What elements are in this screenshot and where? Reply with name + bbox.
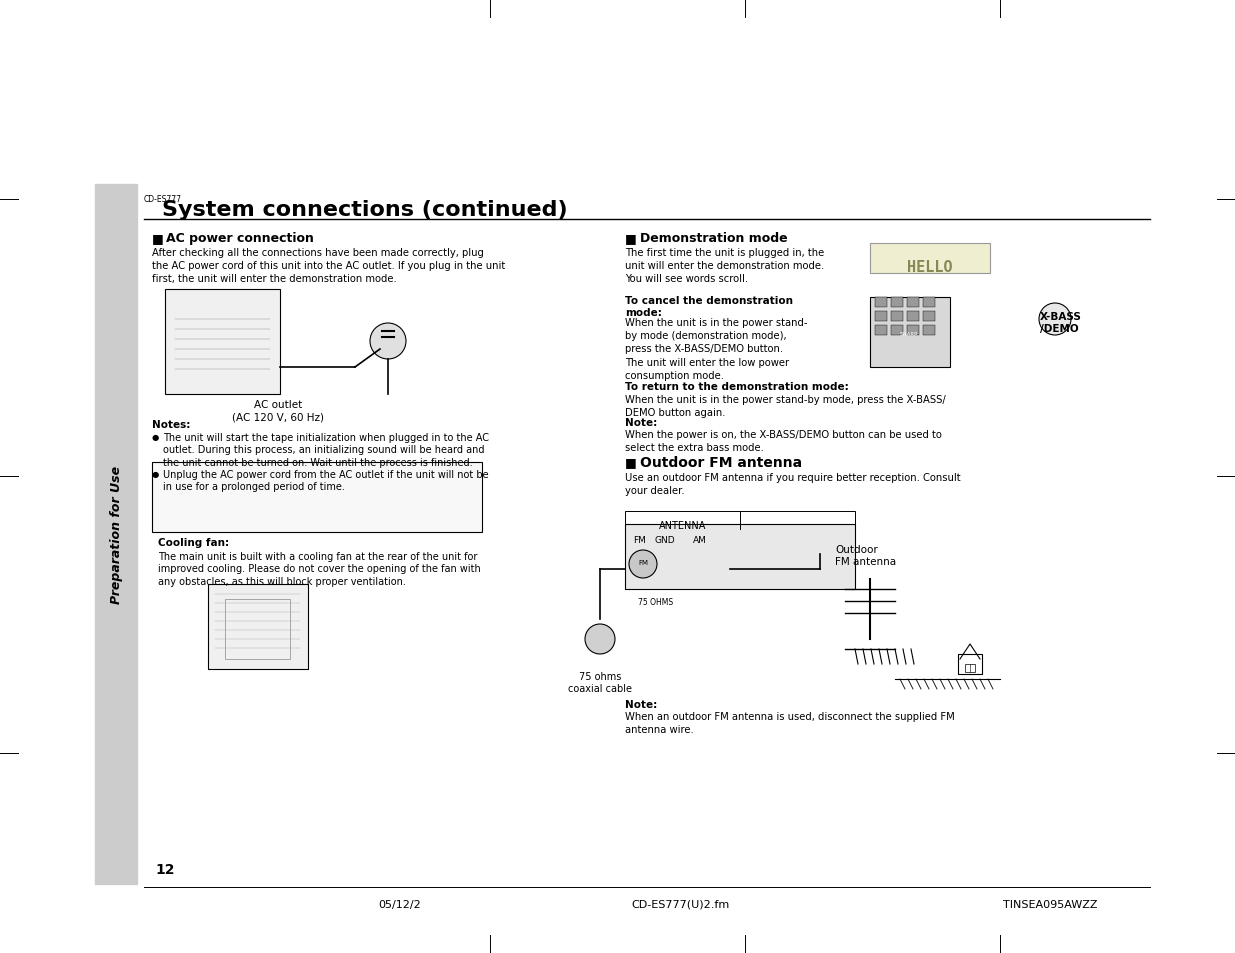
Bar xyxy=(906,312,919,322)
Bar xyxy=(923,326,935,335)
Text: AM: AM xyxy=(693,536,706,544)
Text: ●: ● xyxy=(152,470,159,478)
Bar xyxy=(923,312,935,322)
Text: Demonstration mode: Demonstration mode xyxy=(640,232,788,245)
Bar xyxy=(958,655,982,675)
Circle shape xyxy=(585,624,615,655)
Text: Use an outdoor FM antenna if you require better reception. Consult
your dealer.: Use an outdoor FM antenna if you require… xyxy=(625,473,961,496)
Text: Note:: Note: xyxy=(625,417,657,428)
Text: To cancel the demonstration
mode:: To cancel the demonstration mode: xyxy=(625,295,793,318)
Text: ●: ● xyxy=(152,433,159,441)
Text: System connections (continued): System connections (continued) xyxy=(162,200,568,220)
Text: 75 ohms
coaxial cable: 75 ohms coaxial cable xyxy=(568,671,632,694)
Text: GND: GND xyxy=(655,536,676,544)
Text: SHARP: SHARP xyxy=(900,332,918,336)
Bar xyxy=(923,297,935,308)
Text: FM: FM xyxy=(634,536,646,544)
Text: FM: FM xyxy=(638,559,648,565)
Bar xyxy=(632,550,648,569)
Bar xyxy=(657,550,673,569)
Text: After checking all the connections have been made correctly, plug
the AC power c: After checking all the connections have … xyxy=(152,248,505,284)
Bar xyxy=(95,185,137,884)
Text: The unit will start the tape initialization when plugged in to the AC
outlet. Du: The unit will start the tape initializat… xyxy=(163,433,489,467)
Text: When the unit is in the power stand-
by mode (demonstration mode),
press the X-B: When the unit is in the power stand- by … xyxy=(625,317,808,380)
Text: AC power connection: AC power connection xyxy=(165,232,314,245)
Text: To return to the demonstration mode:: To return to the demonstration mode: xyxy=(625,381,848,392)
Bar xyxy=(152,462,482,533)
Text: CD-ES777: CD-ES777 xyxy=(144,194,182,204)
Text: The main unit is built with a cooling fan at the rear of the unit for
improved c: The main unit is built with a cooling fa… xyxy=(158,552,480,586)
Bar xyxy=(890,326,903,335)
Text: Cooling fan:: Cooling fan: xyxy=(158,537,230,547)
Bar xyxy=(965,664,974,672)
Bar xyxy=(625,512,855,530)
Bar xyxy=(869,244,990,274)
Text: Preparation for Use: Preparation for Use xyxy=(110,465,122,603)
Bar xyxy=(890,297,903,308)
Circle shape xyxy=(629,551,657,578)
Text: ■: ■ xyxy=(625,456,637,469)
Text: Note:: Note: xyxy=(625,700,657,709)
Text: The first time the unit is plugged in, the
unit will enter the demonstration mod: The first time the unit is plugged in, t… xyxy=(625,248,824,284)
Text: When the unit is in the power stand-by mode, press the X-BASS/
DEMO button again: When the unit is in the power stand-by m… xyxy=(625,395,946,417)
Text: 05/12/2: 05/12/2 xyxy=(379,899,421,909)
Text: Unplug the AC power cord from the AC outlet if the unit will not be
in use for a: Unplug the AC power cord from the AC out… xyxy=(163,470,489,492)
Text: TINSEA095AWZZ: TINSEA095AWZZ xyxy=(1003,899,1097,909)
Text: CD-ES777(U)2.fm: CD-ES777(U)2.fm xyxy=(631,899,729,909)
Bar xyxy=(906,326,919,335)
Text: AC outlet
(AC 120 V, 60 Hz): AC outlet (AC 120 V, 60 Hz) xyxy=(232,399,324,422)
Bar xyxy=(692,550,708,569)
Bar xyxy=(876,297,887,308)
Text: Notes:: Notes: xyxy=(152,419,190,430)
Text: When the power is on, the X-BASS/DEMO button can be used to
select the extra bas: When the power is on, the X-BASS/DEMO bu… xyxy=(625,430,942,453)
Text: ANTENNA: ANTENNA xyxy=(659,520,706,531)
Text: When an outdoor FM antenna is used, disconnect the supplied FM
antenna wire.: When an outdoor FM antenna is used, disc… xyxy=(625,711,955,735)
Bar xyxy=(890,312,903,322)
Bar xyxy=(876,312,887,322)
Text: 12: 12 xyxy=(156,862,174,876)
Bar xyxy=(225,599,290,659)
Text: ■: ■ xyxy=(625,232,637,245)
Text: X-BASS
/DEMO: X-BASS /DEMO xyxy=(1040,312,1082,335)
Bar xyxy=(906,297,919,308)
Bar xyxy=(207,584,308,669)
Bar xyxy=(869,297,950,368)
Text: ■: ■ xyxy=(152,232,164,245)
Bar xyxy=(625,524,855,589)
Text: 75 OHMS: 75 OHMS xyxy=(638,598,673,606)
Circle shape xyxy=(370,324,406,359)
Circle shape xyxy=(1039,304,1071,335)
Text: Outdoor FM antenna: Outdoor FM antenna xyxy=(640,456,802,470)
Text: Outdoor
FM antenna: Outdoor FM antenna xyxy=(835,544,897,567)
Bar xyxy=(165,290,280,395)
Bar xyxy=(876,326,887,335)
Text: HELLO: HELLO xyxy=(908,260,953,274)
